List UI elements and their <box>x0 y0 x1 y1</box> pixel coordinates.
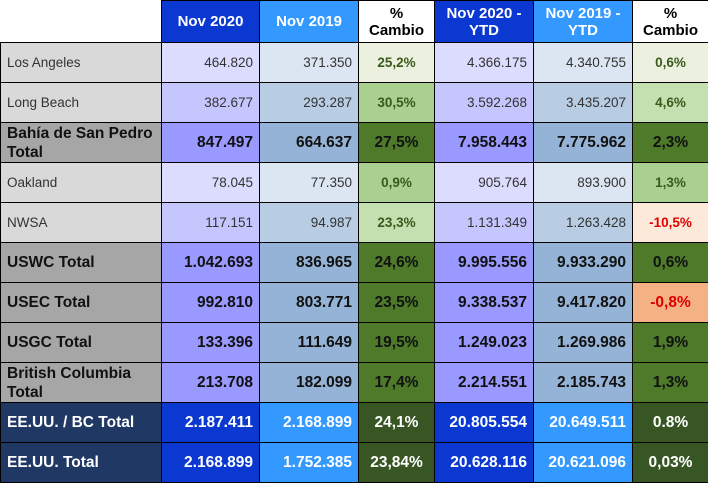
value-cell: 1.249.023 <box>434 322 534 363</box>
row-label: EE.UU. / BC Total <box>0 402 162 443</box>
row-label: Oakland <box>0 162 162 203</box>
table-row: USWC Total 1.042.693 836.965 24,6% 9.995.556… <box>0 242 708 283</box>
value-cell: 3.435.207 <box>533 82 633 123</box>
percent-change-cell: 17,4% <box>358 362 435 403</box>
value-cell: 9.933.290 <box>533 242 633 283</box>
value-cell: 7.775.962 <box>533 122 633 163</box>
value-cell: 213.708 <box>161 362 260 403</box>
table-row: Bahía de San Pedro Total 847.497 664.637 27… <box>0 122 708 163</box>
percent-change-cell: 23,84% <box>358 442 435 483</box>
table-row: EE.UU. Total 2.168.899 1.752.385 23,84% 20.6… <box>0 442 708 483</box>
value-cell: 664.637 <box>259 122 359 163</box>
value-cell: 133.396 <box>161 322 260 363</box>
percent-change-cell: 19,5% <box>358 322 435 363</box>
value-cell: 2.168.899 <box>161 442 260 483</box>
percent-change-cell: 1,9% <box>632 322 708 363</box>
percent-change-cell: 1,3% <box>632 162 708 203</box>
value-cell: 893.900 <box>533 162 633 203</box>
value-cell: 2.187.411 <box>161 402 260 443</box>
row-label: Long Beach <box>0 82 162 123</box>
row-label: USEC Total <box>0 282 162 323</box>
value-cell: 182.099 <box>259 362 359 403</box>
row-label: USGC Total <box>0 322 162 363</box>
value-cell: 7.958.443 <box>434 122 534 163</box>
row-label: NWSA <box>0 202 162 243</box>
value-cell: 1.263.428 <box>533 202 633 243</box>
table-row: Los Angeles 464.820 371.350 25,2% 4.366.175 4… <box>0 42 708 83</box>
value-cell: 803.771 <box>259 282 359 323</box>
row-label: USWC Total <box>0 242 162 283</box>
column-header: Nov 2019 - YTD <box>533 0 633 43</box>
percent-change-cell: 24,1% <box>358 402 435 443</box>
column-header: % Cambio <box>358 0 435 43</box>
value-cell: 111.649 <box>259 322 359 363</box>
percent-change-cell: 27,5% <box>358 122 435 163</box>
value-cell: 4.340.755 <box>533 42 633 83</box>
percent-change-cell: -10,5% <box>632 202 708 243</box>
column-header: % Cambio <box>632 0 708 43</box>
value-cell: 9.995.556 <box>434 242 534 283</box>
table-row: USGC Total 133.396 111.649 19,5% 1.249.023 1.… <box>0 322 708 363</box>
value-cell: 992.810 <box>161 282 260 323</box>
percent-change-cell: 0,03% <box>632 442 708 483</box>
value-cell: 117.151 <box>161 202 260 243</box>
value-cell: 371.350 <box>259 42 359 83</box>
value-cell: 94.987 <box>259 202 359 243</box>
value-cell: 9.417.820 <box>533 282 633 323</box>
corner-cell <box>0 0 162 43</box>
value-cell: 1.131.349 <box>434 202 534 243</box>
table-body: Los Angeles 464.820 371.350 25,2% 4.366.175 4… <box>0 42 708 483</box>
table-row: Oakland 78.045 77.350 0,9% 905.764 893.900 1,3… <box>0 162 708 203</box>
percent-change-cell: 0,6% <box>632 242 708 283</box>
value-cell: 20.805.554 <box>434 402 534 443</box>
row-label: EE.UU. Total <box>0 442 162 483</box>
percent-change-cell: 0,6% <box>632 42 708 83</box>
value-cell: 20.628.116 <box>434 442 534 483</box>
percent-change-cell: 0.8% <box>632 402 708 443</box>
column-header: Nov 2019 <box>259 0 359 43</box>
percent-change-cell: -0,8% <box>632 282 708 323</box>
percent-change-cell: 2,3% <box>632 122 708 163</box>
value-cell: 20.649.511 <box>533 402 633 443</box>
value-cell: 2.185.743 <box>533 362 633 403</box>
table-row: British Columbia Total 213.708 182.099 17,4… <box>0 362 708 403</box>
value-cell: 1.269.986 <box>533 322 633 363</box>
value-cell: 905.764 <box>434 162 534 203</box>
percent-change-cell: 23,3% <box>358 202 435 243</box>
value-cell: 9.338.537 <box>434 282 534 323</box>
value-cell: 382.677 <box>161 82 260 123</box>
value-cell: 3.592.268 <box>434 82 534 123</box>
percent-change-cell: 4,6% <box>632 82 708 123</box>
value-cell: 836.965 <box>259 242 359 283</box>
value-cell: 1.042.693 <box>161 242 260 283</box>
value-cell: 20.621.096 <box>533 442 633 483</box>
value-cell: 293.287 <box>259 82 359 123</box>
column-header: Nov 2020 <box>161 0 260 43</box>
table-row: USEC Total 992.810 803.771 23,5% 9.338.537 9.… <box>0 282 708 323</box>
value-cell: 847.497 <box>161 122 260 163</box>
percent-change-cell: 23,5% <box>358 282 435 323</box>
value-cell: 1.752.385 <box>259 442 359 483</box>
header-row: Nov 2020 Nov 2019% Cambio Nov 2020 - YTD No… <box>0 0 708 43</box>
row-label: British Columbia Total <box>0 362 162 403</box>
percent-change-cell: 0,9% <box>358 162 435 203</box>
table-row: Long Beach 382.677 293.287 30,5% 3.592.268 3.… <box>0 82 708 123</box>
value-cell: 2.168.899 <box>259 402 359 443</box>
value-cell: 78.045 <box>161 162 260 203</box>
value-cell: 464.820 <box>161 42 260 83</box>
row-label: Los Angeles <box>0 42 162 83</box>
value-cell: 77.350 <box>259 162 359 203</box>
percent-change-cell: 24,6% <box>358 242 435 283</box>
column-header: Nov 2020 - YTD <box>434 0 534 43</box>
table-row: NWSA 117.151 94.987 23,3% 1.131.349 1.263.428… <box>0 202 708 243</box>
row-label: Bahía de San Pedro Total <box>0 122 162 163</box>
value-cell: 4.366.175 <box>434 42 534 83</box>
value-cell: 2.214.551 <box>434 362 534 403</box>
percent-change-cell: 1,3% <box>632 362 708 403</box>
percent-change-cell: 25,2% <box>358 42 435 83</box>
table-row: EE.UU. / BC Total 2.187.411 2.168.899 24,1%… <box>0 402 708 443</box>
percent-change-cell: 30,5% <box>358 82 435 123</box>
